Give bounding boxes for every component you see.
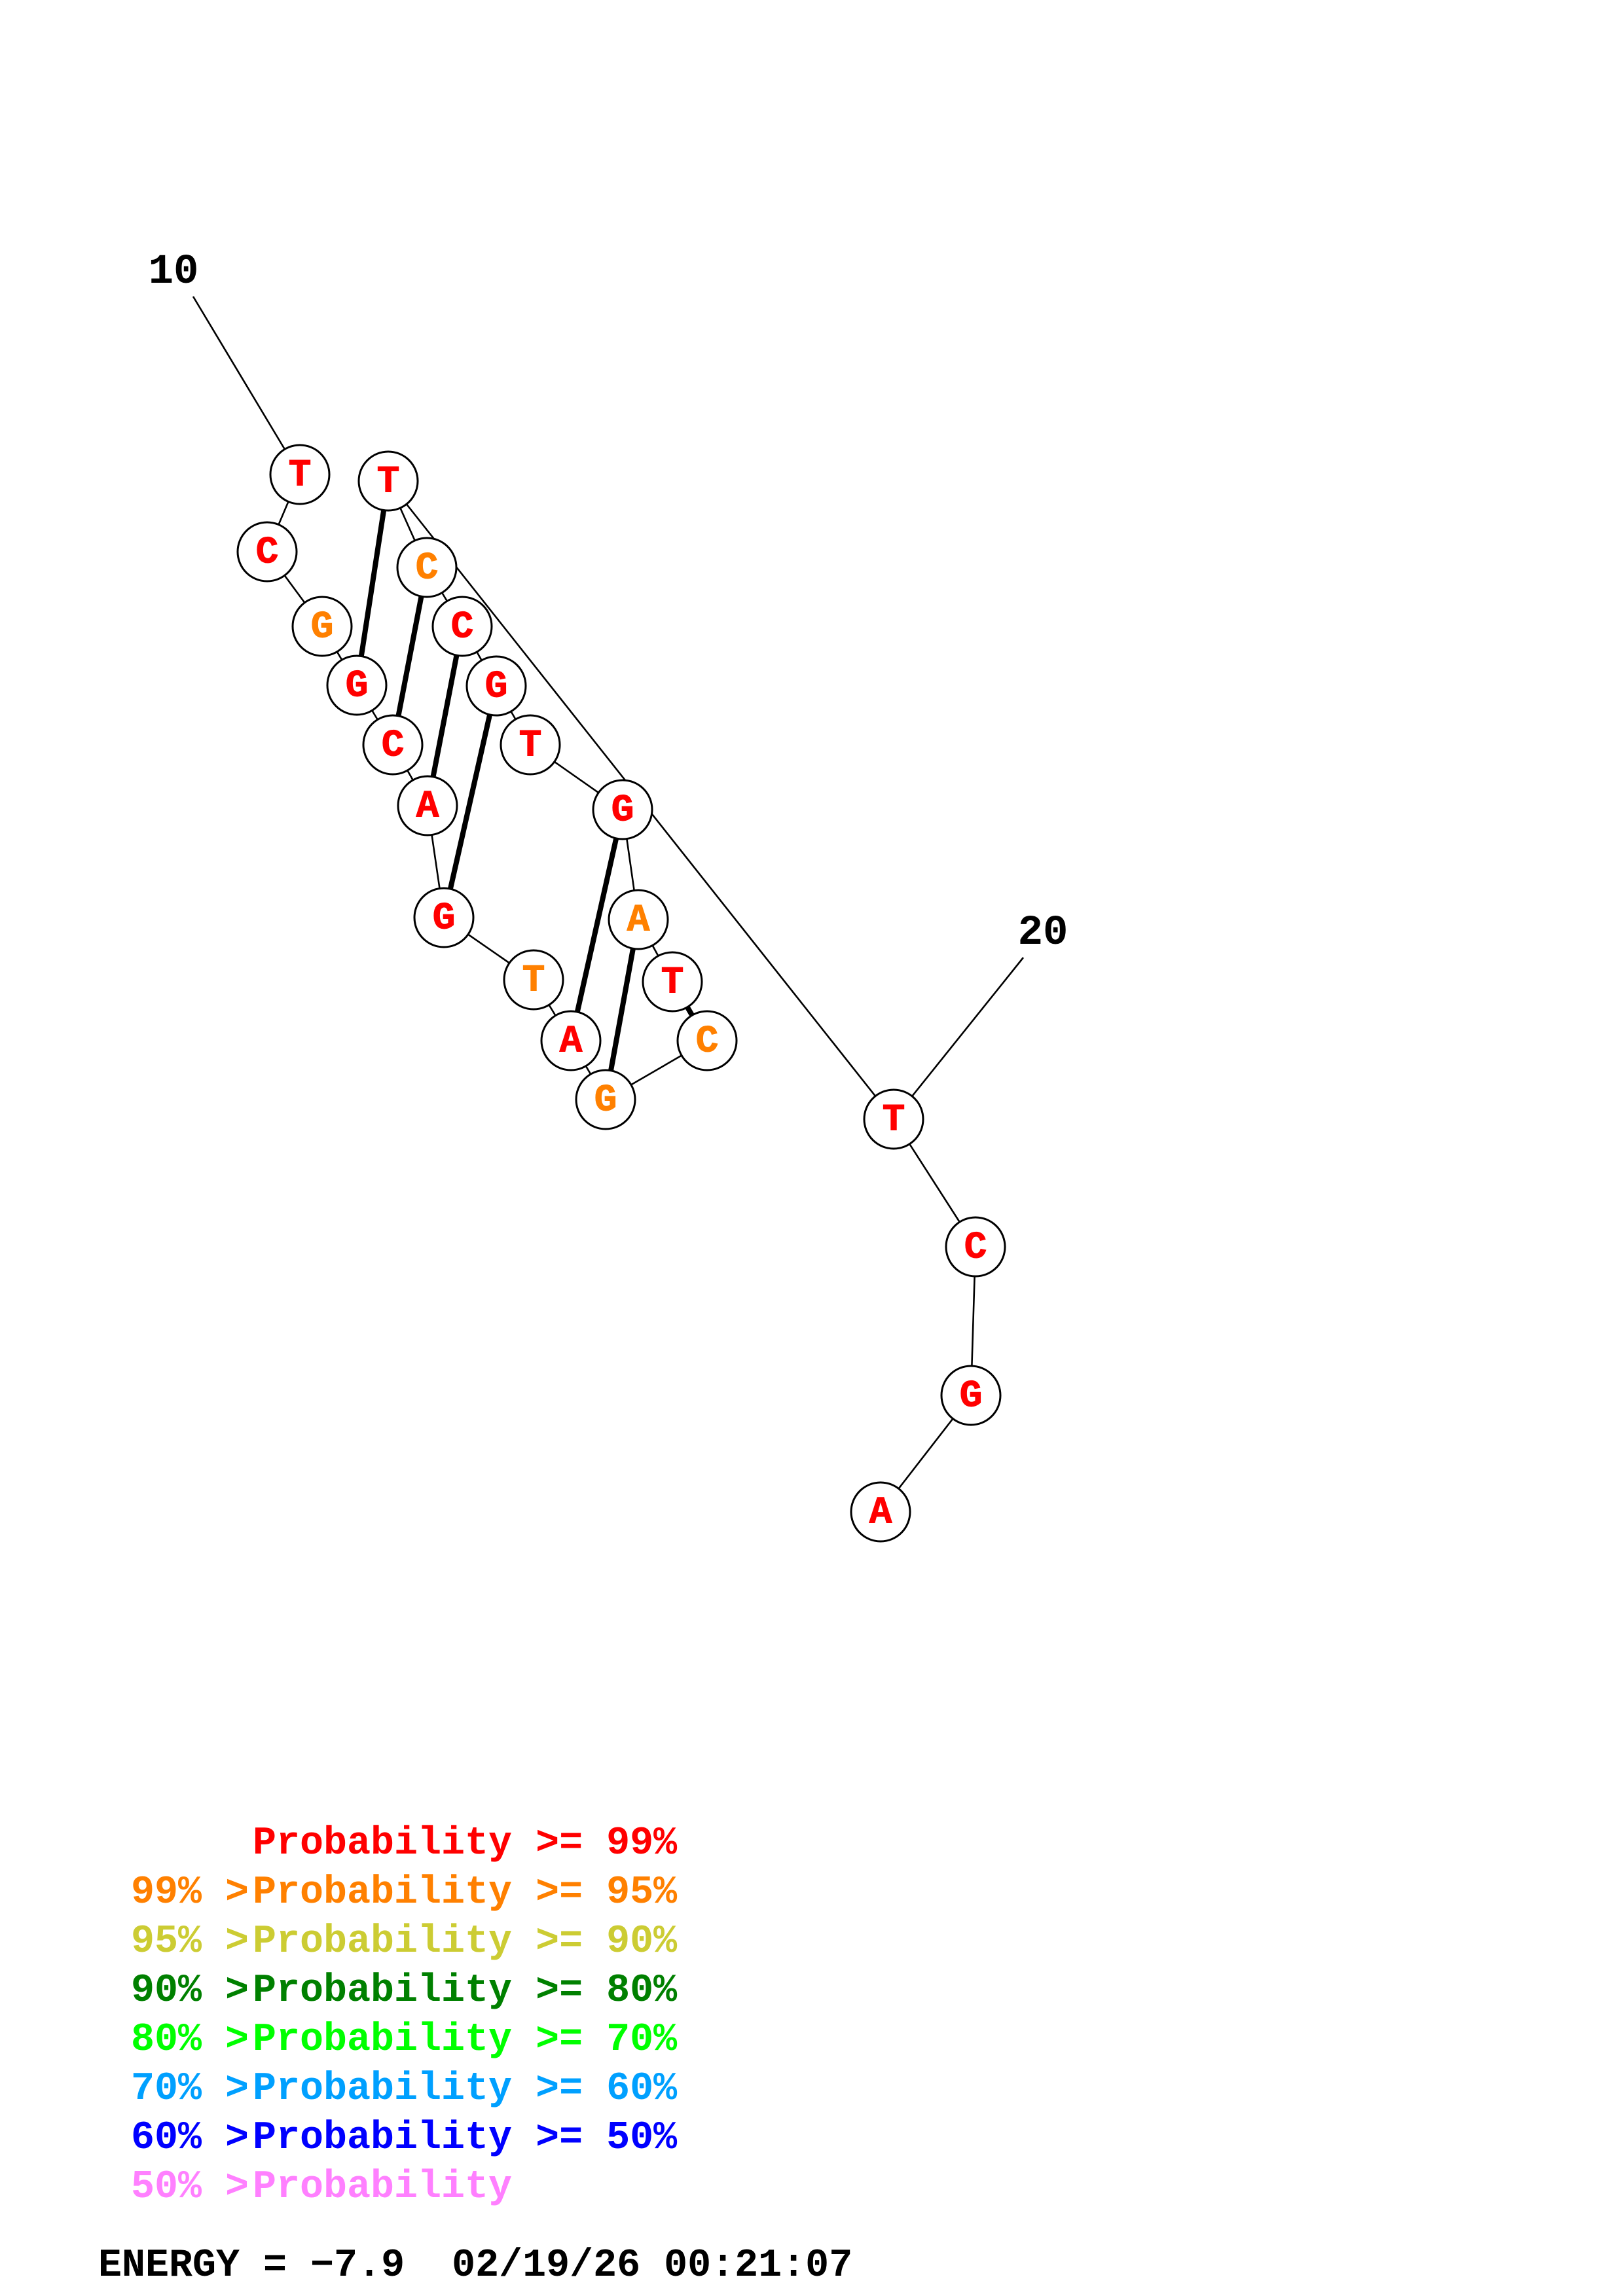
nucleotide-node: C <box>396 537 458 598</box>
legend-range-text: Probability >= 70% <box>253 2018 678 2062</box>
legend-range-text: Probability >= 50% <box>253 2116 678 2161</box>
strand-end-tail <box>892 957 1025 1120</box>
legend-range-text: Probability >= 99% <box>253 1821 678 1866</box>
nucleotide-node: C <box>236 521 298 583</box>
nucleotide-node: G <box>465 655 527 717</box>
legend-threshold: 80% > <box>130 2018 249 2062</box>
start-index-label: 10 <box>149 249 199 296</box>
legend-range-text: Probability <box>253 2165 513 2210</box>
nucleotide-node: A <box>397 775 458 836</box>
nucleotide-circle <box>413 887 475 948</box>
nucleotide-node: T <box>642 951 703 1013</box>
nucleotide-base-letter: C <box>451 607 474 649</box>
nucleotide-node: A <box>540 1010 602 1071</box>
nucleotide-base-letter: G <box>594 1080 617 1122</box>
nucleotide-node: A <box>850 1481 911 1543</box>
nucleotide-base-letter: C <box>964 1227 987 1270</box>
nucleotide-base-letter: T <box>661 962 684 1005</box>
nucleotide-base-letter: A <box>416 786 439 829</box>
nucleotide-base-letter: G <box>433 898 456 941</box>
nucleotide-node: C <box>945 1216 1006 1278</box>
nucleotide-node: T <box>503 949 564 1011</box>
nucleotide-circle <box>397 775 458 836</box>
base-pair-bond <box>354 480 391 686</box>
nucleotide-circle <box>592 779 653 840</box>
nucleotide-circle <box>608 889 669 950</box>
legend-range-text: Probability >= 90% <box>253 1920 678 1964</box>
nucleotide-base-letter: A <box>869 1492 892 1535</box>
nucleotide-base-letter: G <box>611 790 634 833</box>
nucleotide-circle <box>396 537 458 598</box>
nucleotide-node: C <box>362 714 424 776</box>
nucleotide-circle <box>850 1481 911 1543</box>
nucleotide-base-letter: T <box>377 461 400 504</box>
nucleotide-circle <box>945 1216 1006 1278</box>
base-pair-bond <box>603 919 641 1100</box>
legend-threshold: 60% > <box>130 2116 249 2161</box>
legend-range-text: Probability >= 80% <box>253 1969 678 2013</box>
base-pair-bond <box>441 685 499 918</box>
nucleotide-node: G <box>291 596 353 657</box>
nucleotide-base-letter: A <box>560 1021 583 1064</box>
footer-gap <box>405 2244 452 2288</box>
nucleotide-base-letter: G <box>346 666 369 708</box>
nucleotide-base-letter: C <box>696 1021 719 1064</box>
nucleotide-circle <box>269 444 331 505</box>
nucleotide-circle <box>465 655 527 717</box>
nucleotide-base-letter: T <box>289 455 312 497</box>
nucleotide-node: G <box>413 887 475 948</box>
legend-threshold: 70% > <box>130 2067 249 2111</box>
legend-threshold: 95% > <box>130 1920 249 1964</box>
base-pair-bond <box>425 626 465 806</box>
nucleotide-base-letter: G <box>485 666 508 709</box>
end-index-label: 20 <box>1018 910 1068 957</box>
nucleotide-circle <box>291 596 353 657</box>
strand-start-tail <box>192 296 301 475</box>
nucleotide-circle <box>863 1088 924 1150</box>
nucleotide-node: A <box>608 889 669 950</box>
nucleotide-base-letter: C <box>382 725 405 768</box>
nucleotide-base-letter: C <box>256 532 279 575</box>
nucleotide-base-letter: T <box>883 1100 905 1142</box>
energy-value: ENERGY = −7.9 <box>98 2244 405 2288</box>
nucleotide-node: T <box>357 450 419 512</box>
nucleotide-circle <box>236 521 298 583</box>
legend-threshold: 50% > <box>130 2165 249 2210</box>
base-pair-bond <box>568 809 625 1041</box>
nucleotide-node: T <box>863 1088 924 1150</box>
legend-range-text: Probability >= 60% <box>253 2067 678 2111</box>
nucleotide-base-letter: C <box>416 548 439 590</box>
nucleotide-circle <box>357 450 419 512</box>
nucleotide-node: C <box>431 596 493 657</box>
nucleotide-base-letter: T <box>522 960 545 1003</box>
legend-range-text: Probability >= 95% <box>253 1871 678 1915</box>
nucleotide-circle <box>431 596 493 657</box>
nucleotide-circle <box>362 714 424 776</box>
nucleotide-node: G <box>940 1365 1002 1426</box>
nucleotide-circle <box>540 1010 602 1071</box>
nucleotide-base-letter: A <box>627 900 650 942</box>
nucleotide-circle <box>642 951 703 1013</box>
nucleotide-circle <box>326 655 388 716</box>
nucleotide-node: T <box>500 714 561 776</box>
nucleotide-circle <box>575 1069 636 1130</box>
nucleotide-circle <box>676 1010 738 1071</box>
energy-footer: ENERGY = −7.9 02/19/26 00:21:07 <box>98 2244 852 2288</box>
nucleotide-node: G <box>575 1069 636 1130</box>
nucleotide-circle <box>500 714 561 776</box>
nucleotide-node: G <box>326 655 388 716</box>
nucleotide-circle <box>503 949 564 1011</box>
nucleotide-node: G <box>592 779 653 840</box>
nucleotide-base-letter: G <box>311 607 334 649</box>
nucleotide-node: T <box>269 444 331 505</box>
legend-threshold: 99% > <box>130 1871 249 1915</box>
nucleotide-node: C <box>676 1010 738 1071</box>
legend-threshold: 90% > <box>130 1969 249 2013</box>
nucleotide-base-letter: T <box>519 725 542 768</box>
nucleotide-circle <box>940 1365 1002 1426</box>
footer-timestamp: 02/19/26 00:21:07 <box>452 2244 853 2288</box>
nucleotide-base-letter: G <box>960 1376 983 1418</box>
